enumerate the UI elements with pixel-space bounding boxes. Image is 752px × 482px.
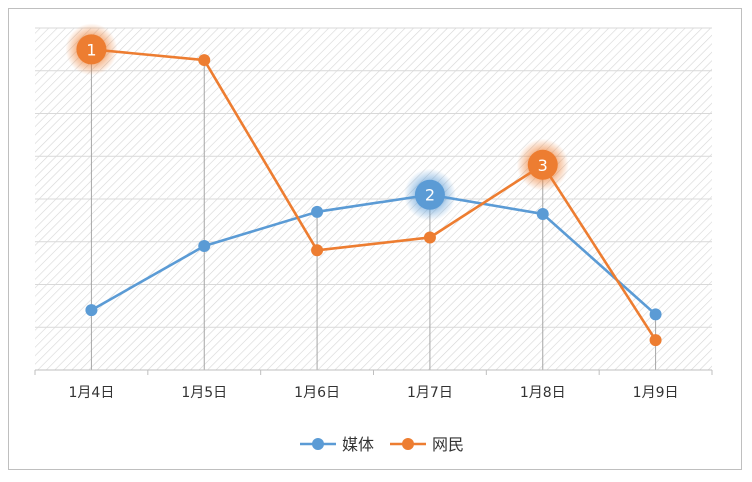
callout-badge xyxy=(414,179,445,210)
x-tick-label: 1月8日 xyxy=(520,385,566,401)
data-point xyxy=(198,54,211,67)
callout-label: 3 xyxy=(538,156,548,175)
data-point xyxy=(536,207,549,220)
x-tick-label: 1月4日 xyxy=(69,385,115,401)
x-tick-label: 1月5日 xyxy=(181,385,227,401)
drop-lines xyxy=(90,49,657,370)
callout-label: 2 xyxy=(425,186,435,205)
legend-marker xyxy=(312,438,324,450)
legend-label: 网民 xyxy=(432,435,464,454)
callout-badge xyxy=(76,34,107,65)
x-tick-label: 1月7日 xyxy=(407,385,453,401)
data-point xyxy=(198,240,211,253)
series-line-2 xyxy=(91,48,657,341)
x-tick-label: 1月6日 xyxy=(294,385,340,401)
x-tick-label: 1月9日 xyxy=(633,385,679,401)
data-point xyxy=(649,308,662,321)
legend: 媒体 网民 xyxy=(300,435,464,454)
data-point xyxy=(423,231,436,244)
callout-badge xyxy=(527,149,558,180)
data-point xyxy=(85,304,98,317)
legend-label: 媒体 xyxy=(342,435,374,454)
data-point xyxy=(649,334,662,347)
x-axis: 1月4日 1月5日 1月6日 1月7日 1月8日 1月9日 xyxy=(34,369,713,401)
callouts: 1 2 3 xyxy=(65,23,569,221)
series-line-1 xyxy=(90,193,657,316)
data-point xyxy=(311,244,324,257)
callout-label: 1 xyxy=(86,40,96,59)
legend-marker xyxy=(402,438,414,450)
gridlines xyxy=(35,27,712,328)
data-point xyxy=(311,205,324,218)
